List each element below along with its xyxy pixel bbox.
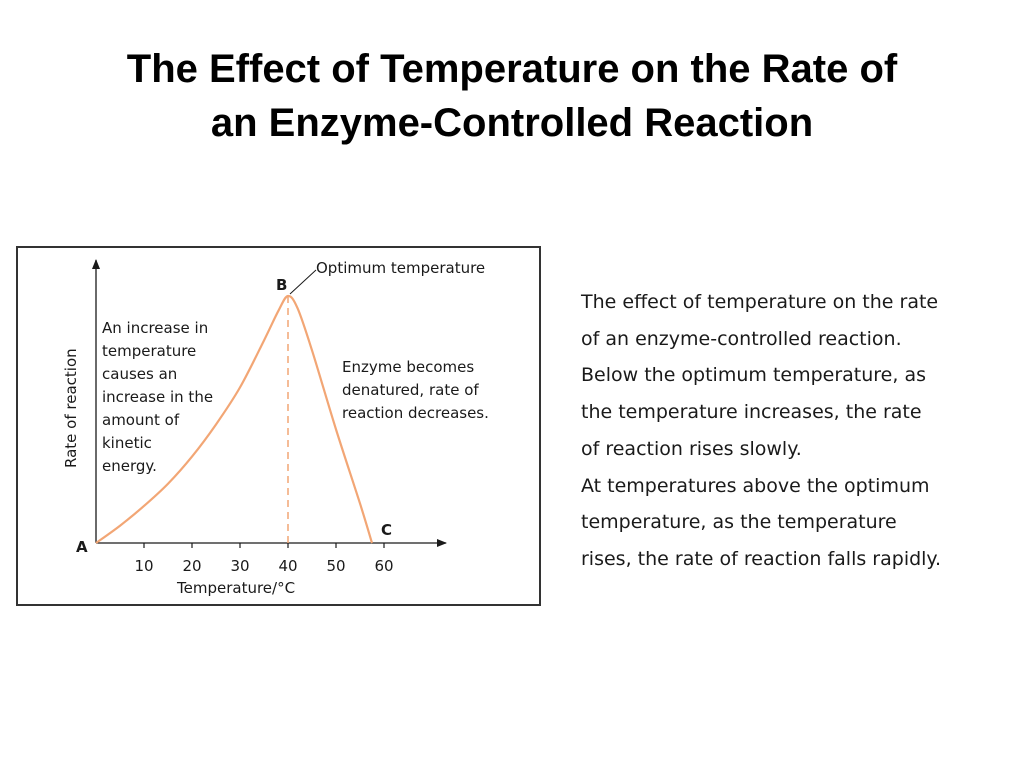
enzyme-temperature-chart: 10 20 30 40 50 60 A B C Optimum temperature A… [62,259,489,597]
chart-figure: 10 20 30 40 50 60 A B C Optimum temperature A… [16,246,541,606]
description-line: of an enzyme-controlled reaction. [581,327,902,350]
x-tick-label: 20 [182,557,201,575]
slide-title: The Effect of Temperature on the Rate of… [40,42,984,150]
optimum-leader-line [289,269,317,295]
rising-annotation-line: causes an [102,365,177,383]
description-line: the temperature increases, the rate [581,401,922,424]
description-line: of reaction rises slowly. [581,437,802,460]
x-tick-label: 30 [230,557,249,575]
point-label-c: C [381,521,392,539]
description-line: temperature, as the temperature [581,511,897,534]
x-tick-label: 50 [326,557,345,575]
rising-annotation-line: energy. [102,457,157,475]
x-ticks: 10 20 30 40 50 60 [134,543,394,575]
rising-annotation-line: kinetic [102,434,152,452]
x-axis-label: Temperature/°C [176,579,295,597]
description-line: At temperatures above the optimum [581,474,930,497]
rising-annotation-line: An increase in [102,319,208,337]
description-text: The effect of temperature on the rate of… [581,284,1001,578]
x-tick-label: 40 [278,557,297,575]
falling-annotation-line: denatured, rate of [342,381,479,399]
x-tick-label: 10 [134,557,153,575]
falling-annotation-line: reaction decreases. [342,404,489,422]
description-line: Below the optimum temperature, as [581,364,926,387]
description-line: rises, the rate of reaction falls rapidl… [581,547,942,570]
falling-annotation-line: Enzyme becomes [342,358,474,376]
point-label-a: A [76,538,88,556]
x-tick-label: 60 [374,557,393,575]
title-line-1: The Effect of Temperature on the Rate of [126,47,898,91]
y-axis-label: Rate of reaction [62,348,80,468]
rising-annotation-line: increase in the [102,388,213,406]
point-label-b: B [276,276,287,294]
rising-annotation-line: temperature [102,342,196,360]
description-line: The effect of temperature on the rate [581,291,939,313]
optimum-annotation: Optimum temperature [316,259,485,277]
rate-curve [95,294,374,544]
falling-annotation: Enzyme becomes denatured, rate of reacti… [342,358,489,422]
title-line-2: an Enzyme-Controlled Reaction [210,101,814,145]
rising-annotation-line: amount of [102,411,180,429]
rising-annotation: An increase in temperature causes an inc… [102,319,218,475]
